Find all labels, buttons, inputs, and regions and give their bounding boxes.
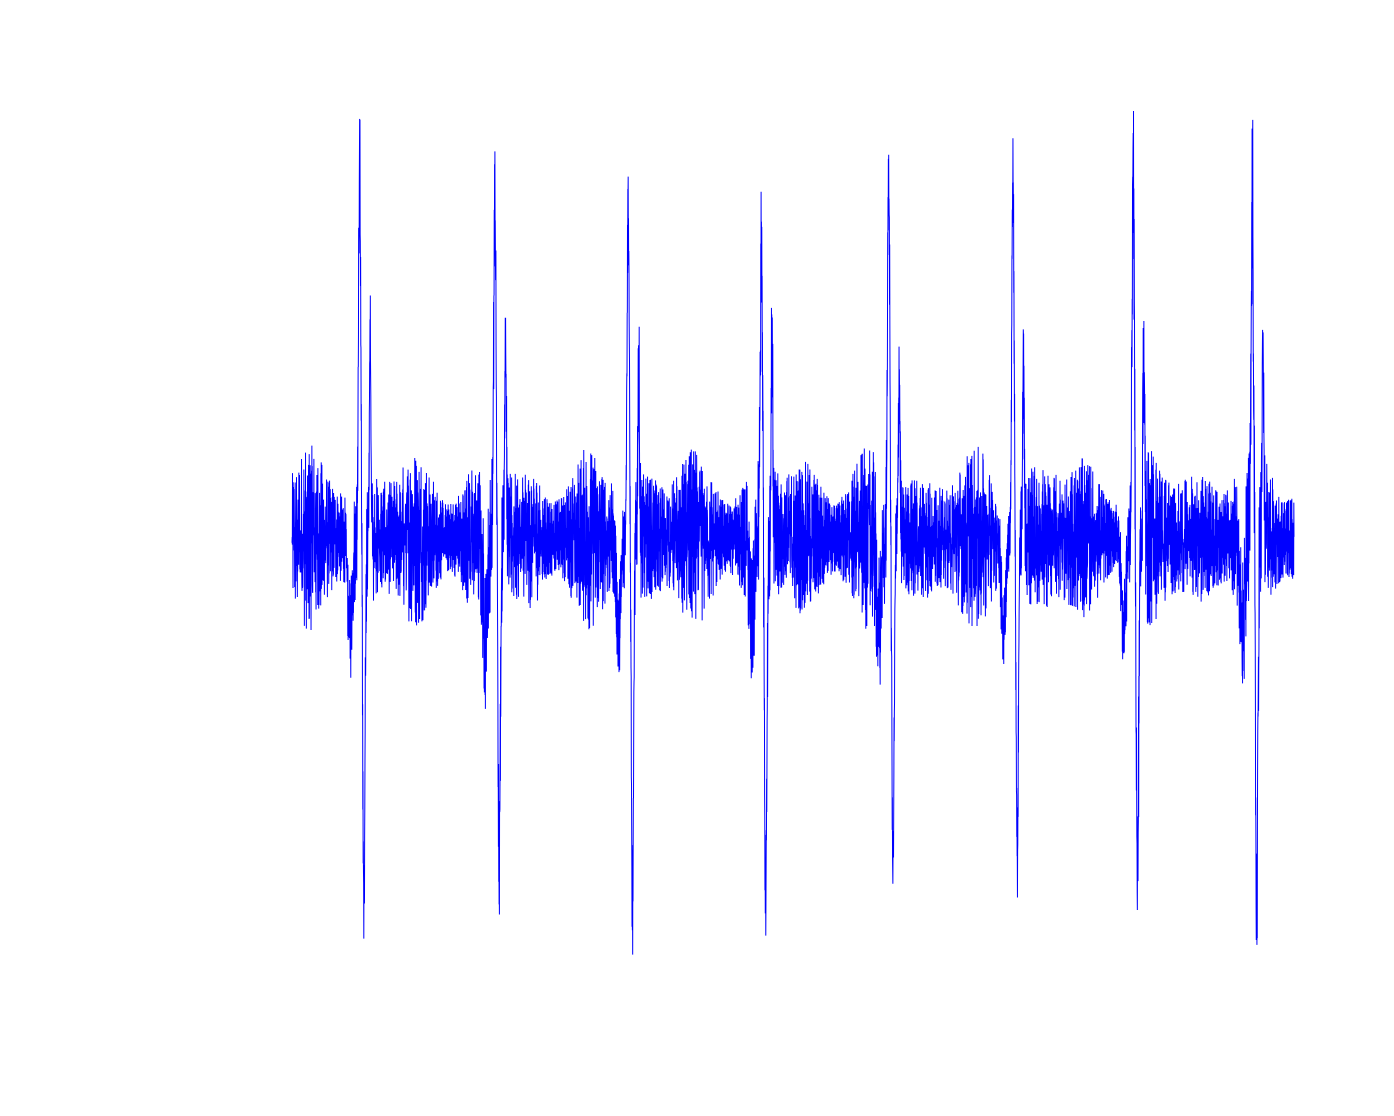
signal-series-line bbox=[291, 110, 1295, 955]
plot-area bbox=[291, 110, 1295, 955]
